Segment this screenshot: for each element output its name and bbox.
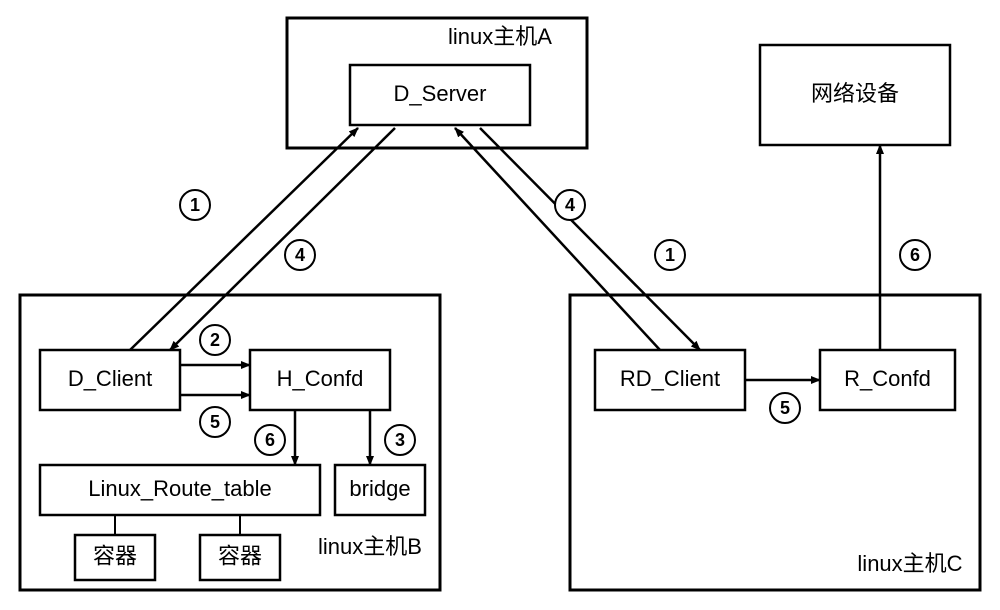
box-label-d_server: D_Server [394,81,487,106]
host-label-C: linux主机C [857,551,962,576]
step-number-7: 6 [265,430,275,450]
step-number-8: 3 [395,430,405,450]
step-number-3: 1 [665,245,675,265]
step-number-2: 4 [565,195,575,215]
box-label-h_confd: H_Confd [277,366,364,391]
step-number-6: 5 [210,412,220,432]
box-label-net_dev: 网络设备 [811,81,899,106]
box-label-d_client: D_Client [68,366,152,391]
step-number-0: 1 [190,195,200,215]
diagram-canvas: linux主机A linux主机B linux主机C D_Server 网络设备 D_Cl… [0,0,1000,610]
box-label-bridge: bridge [349,476,410,501]
box-label-r_confd: R_Confd [844,366,931,391]
step-number-9: 5 [780,398,790,418]
box-label-route: Linux_Route_table [88,476,271,501]
host-label-B: linux主机B [318,534,422,559]
arrow-C-up-4 [455,128,660,350]
step-number-1: 4 [295,245,305,265]
box-label-cont2: 容器 [218,543,262,568]
box-label-cont1: 容器 [93,543,137,568]
host-C [570,295,980,590]
box-label-rd_client: RD_Client [620,366,720,391]
step-number-5: 2 [210,330,220,350]
host-label-A: linux主机A [448,24,552,49]
step-number-4: 6 [910,245,920,265]
